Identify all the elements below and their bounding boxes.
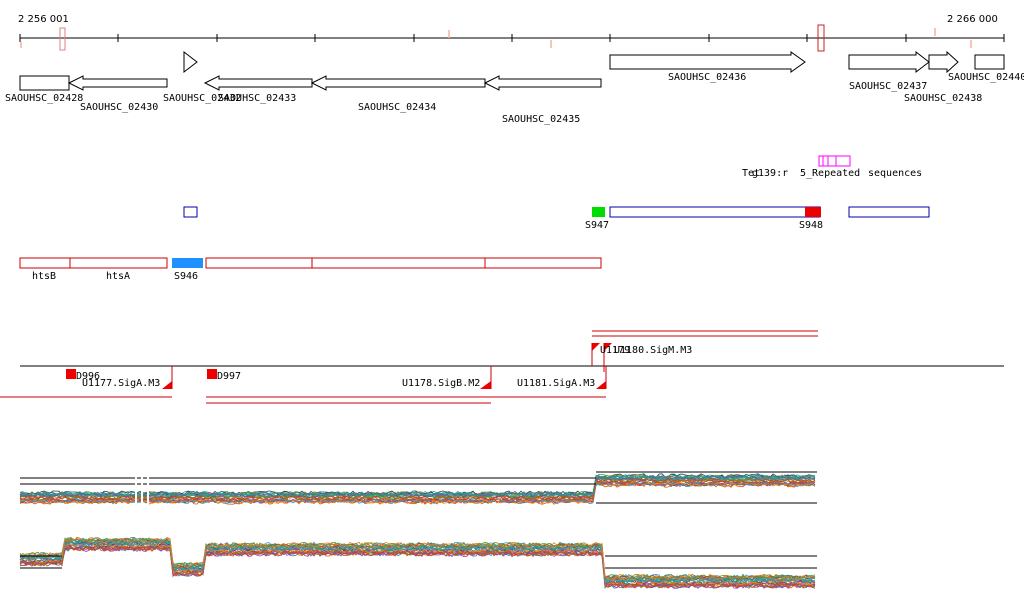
operon-box[interactable]: [311, 257, 486, 269]
gene-label: SAOUHSC_02434: [358, 102, 436, 113]
gene-arrow[interactable]: [19, 75, 70, 91]
promoter-marker[interactable]: [66, 369, 76, 379]
ruler-marks: [20, 28, 972, 48]
expression-panel-top: [19, 471, 817, 512]
gene-label: SAOUHSC_02436: [668, 72, 746, 83]
terminator-stems: [171, 343, 607, 389]
gene-label: SAOUHSC_02433: [218, 93, 296, 104]
gene-labels: SAOUHSC_02428 SAOUHSC_02430 SAOUHSC_0243…: [5, 72, 1024, 125]
gene-arrow[interactable]: [848, 50, 930, 74]
terminator-marker[interactable]: [480, 381, 491, 389]
expression-trace: [19, 537, 816, 581]
gene-arrow[interactable]: [310, 75, 486, 91]
repeat-box[interactable]: [818, 155, 824, 167]
s-feature-label: S948: [799, 220, 823, 231]
expression-trace: [19, 542, 816, 586]
coordinate-ruler: 2 256 001 2 266 000: [18, 14, 1005, 52]
expression-trace: [19, 482, 816, 505]
region-box[interactable]: [848, 206, 930, 218]
operon-box[interactable]: [484, 257, 602, 269]
gene-arrow[interactable]: [609, 51, 806, 73]
operon-box[interactable]: [205, 257, 313, 269]
ruler-ticks: [19, 34, 1005, 42]
operon-label: htsA: [106, 271, 130, 282]
terminator-label: U1178.SigB.M2: [402, 378, 480, 389]
gene-label: SAOUHSC_02430: [80, 102, 158, 113]
terminator-markers: [162, 343, 612, 389]
expression-trace: [19, 482, 816, 505]
promoter-label: D997: [217, 371, 241, 382]
repeat-box[interactable]: [835, 155, 851, 167]
s948-marker[interactable]: [805, 207, 821, 217]
repeat-label: sequences: [868, 168, 922, 179]
promoter-label: D996: [76, 371, 100, 382]
expression-trace: [20, 540, 816, 583]
operon-track: htsB htsA S946: [19, 257, 602, 282]
operon-label: htsB: [32, 271, 56, 282]
repeat-label: g139:r: [752, 168, 788, 179]
expression-trace: [19, 480, 816, 503]
expression-trace: [19, 474, 816, 497]
repeat-box[interactable]: [822, 155, 829, 167]
ruler-highlight[interactable]: [59, 27, 66, 51]
gene-label: SAOUHSC_02432: [163, 93, 241, 104]
terminator-marker[interactable]: [162, 381, 172, 389]
gene-arrow[interactable]: [183, 50, 198, 74]
gene-arrow[interactable]: [203, 75, 313, 91]
promoter-marker[interactable]: [207, 369, 217, 379]
terminator-marker[interactable]: [592, 343, 600, 351]
expression-trace: [19, 540, 816, 584]
gene-label: SAOUHSC_02438: [904, 93, 982, 104]
gene-label: SAOUHSC_02437: [849, 81, 927, 92]
terminator-label: U1180.SigM.M3: [614, 345, 692, 356]
end-coordinate: 2 266 000: [947, 14, 998, 25]
repeat-box[interactable]: [827, 155, 837, 167]
terminator-marker[interactable]: [604, 343, 612, 351]
expression-trace: [19, 540, 816, 584]
region-box[interactable]: [183, 206, 198, 218]
expression-panel-bottom: [19, 536, 817, 590]
region-track: S947 S948: [183, 206, 930, 231]
regulation-track: D996 D997 U1177.SigA.M3 U1178.SigB.M2 U1…: [0, 330, 1004, 404]
gene-arrow[interactable]: [483, 75, 602, 91]
gene-arrow[interactable]: [928, 50, 959, 74]
expression-trace: [20, 475, 816, 498]
gene-arrow[interactable]: [974, 54, 1005, 70]
expression-trace: [19, 544, 816, 588]
s947-marker[interactable]: [592, 207, 605, 217]
start-coordinate: 2 256 001: [18, 14, 69, 25]
terminator-label: U1179: [600, 345, 630, 356]
terminator-label: U1181.SigA.M3: [517, 378, 595, 389]
region-box[interactable]: [609, 206, 821, 218]
operon-box[interactable]: [19, 257, 71, 269]
ruler-highlight[interactable]: [817, 24, 825, 52]
operon-box[interactable]: [69, 257, 168, 269]
gene-track: [19, 50, 1005, 91]
terminator-label: U1177.SigA.M3: [82, 378, 160, 389]
expression-trace: [19, 546, 816, 589]
s-feature-label: S947: [585, 220, 609, 231]
terminator-marker[interactable]: [596, 381, 606, 389]
s-feature-label: S946: [174, 271, 198, 282]
s946-marker[interactable]: [172, 258, 203, 268]
repeat-label: 5_Repeated: [800, 168, 860, 179]
expression-trace: [19, 478, 816, 501]
expression-trace: [19, 546, 816, 589]
gene-label: SAOUHSC_02440: [948, 72, 1024, 83]
gene-label: SAOUHSC_02435: [502, 114, 580, 125]
gene-label: SAOUHSC_02428: [5, 93, 83, 104]
repeat-track: Tet g139:r 5_Repeated sequences: [742, 155, 922, 179]
gene-arrow[interactable]: [67, 75, 168, 91]
repeat-label: Tet: [742, 168, 760, 179]
